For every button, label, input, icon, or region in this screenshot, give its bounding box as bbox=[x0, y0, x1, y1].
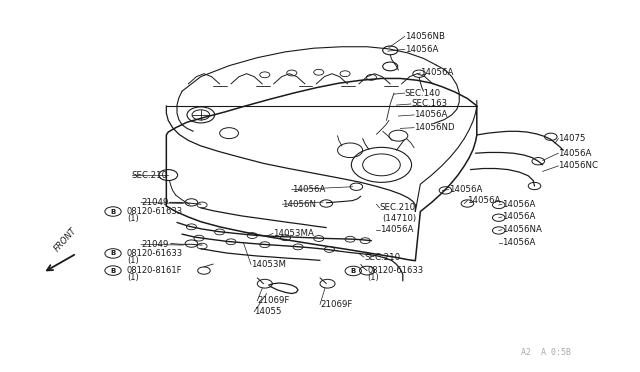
Text: 14056A: 14056A bbox=[502, 200, 535, 209]
Text: B: B bbox=[351, 268, 356, 274]
Text: 14075: 14075 bbox=[558, 134, 586, 143]
Text: B: B bbox=[110, 250, 116, 256]
Text: 08120-61633: 08120-61633 bbox=[127, 249, 183, 258]
Text: 14056ND: 14056ND bbox=[414, 123, 454, 132]
Text: 14056A: 14056A bbox=[449, 185, 482, 194]
Text: (1): (1) bbox=[127, 214, 139, 222]
Text: 21049: 21049 bbox=[141, 198, 168, 207]
Text: 21049: 21049 bbox=[141, 240, 168, 249]
Text: FRONT: FRONT bbox=[53, 226, 79, 253]
Text: 14056A: 14056A bbox=[404, 45, 438, 54]
Text: 14056N: 14056N bbox=[282, 200, 316, 209]
Text: 14056A: 14056A bbox=[380, 225, 413, 234]
Text: 21069F: 21069F bbox=[257, 296, 290, 305]
Text: 14056NA: 14056NA bbox=[502, 225, 542, 234]
Text: SEC.210: SEC.210 bbox=[132, 171, 168, 180]
Text: 14056NC: 14056NC bbox=[558, 161, 598, 170]
Text: (1): (1) bbox=[127, 256, 139, 264]
Text: SEC.163: SEC.163 bbox=[411, 99, 447, 109]
Text: B: B bbox=[110, 209, 116, 215]
Text: A2  A 0:5B: A2 A 0:5B bbox=[521, 348, 571, 357]
Text: 14053MA: 14053MA bbox=[273, 229, 314, 238]
Text: B: B bbox=[110, 267, 116, 273]
Text: 14056A: 14056A bbox=[420, 68, 454, 77]
Text: 14056A: 14056A bbox=[414, 110, 447, 119]
Text: SEC.210: SEC.210 bbox=[380, 203, 416, 212]
Text: 08120-8161F: 08120-8161F bbox=[127, 266, 182, 275]
Text: 08120-61633: 08120-61633 bbox=[127, 207, 183, 216]
Text: 14056A: 14056A bbox=[467, 196, 500, 205]
Text: SEC.140: SEC.140 bbox=[404, 89, 441, 97]
Text: 14055: 14055 bbox=[254, 307, 282, 316]
Text: 14056A: 14056A bbox=[502, 212, 535, 221]
Text: 21069F: 21069F bbox=[320, 300, 353, 309]
Text: (14710): (14710) bbox=[383, 214, 417, 223]
Text: 14056A: 14056A bbox=[558, 149, 592, 158]
Text: 14056A: 14056A bbox=[502, 238, 535, 247]
Text: (1): (1) bbox=[367, 273, 379, 282]
Text: 14056NB: 14056NB bbox=[404, 32, 445, 41]
Text: 14053M: 14053M bbox=[251, 260, 286, 269]
Text: SEC.210: SEC.210 bbox=[364, 253, 400, 262]
Text: 08120-61633: 08120-61633 bbox=[367, 266, 423, 275]
Text: 14056A: 14056A bbox=[292, 185, 325, 194]
Text: (1): (1) bbox=[127, 273, 139, 282]
